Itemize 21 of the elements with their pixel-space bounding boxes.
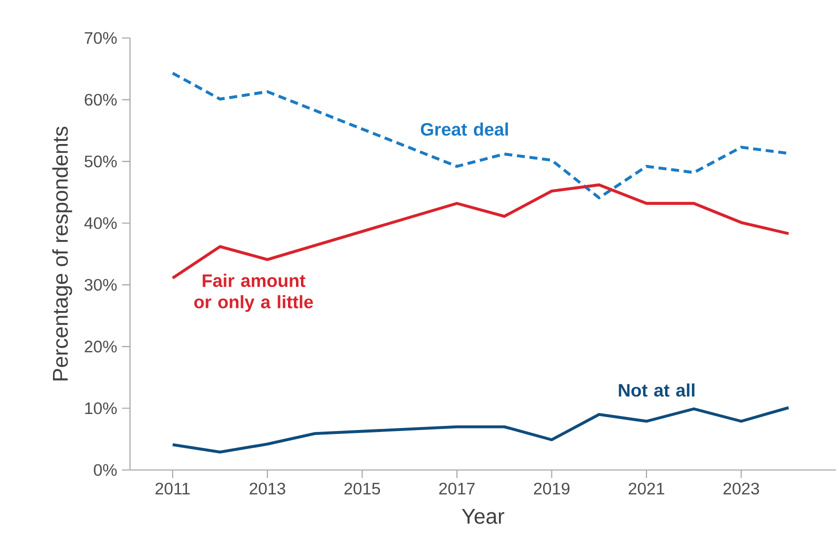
series-label: Fair amount or only a little — [194, 274, 313, 312]
x-tick-label: 2015 — [344, 482, 380, 494]
line-series — [171, 406, 790, 454]
x-tick-label: 2017 — [439, 482, 475, 494]
x-tick-label: 2023 — [724, 482, 760, 494]
y-tick-label: 10% — [85, 402, 117, 414]
y-tick-label: 60% — [84, 94, 117, 106]
series-label: Not at all — [618, 383, 694, 397]
x-tick-label: 2019 — [534, 482, 570, 494]
series-label: Great deal — [420, 122, 508, 136]
y-axis-title: Percentage of respondents — [52, 126, 72, 380]
y-tick-label: 0% — [94, 464, 117, 476]
y-tick-label: 30% — [84, 278, 117, 291]
y-tick-label: 40% — [84, 217, 117, 230]
x-axis-title: Year — [462, 508, 504, 524]
x-tick-label: 2021 — [628, 482, 664, 494]
x-tick-label: 2011 — [156, 482, 190, 494]
y-tick-label: 70% — [84, 32, 117, 44]
y-tick-label: 50% — [84, 156, 117, 168]
x-tick-label: 2013 — [250, 482, 286, 494]
y-tick-label: 20% — [84, 340, 117, 352]
